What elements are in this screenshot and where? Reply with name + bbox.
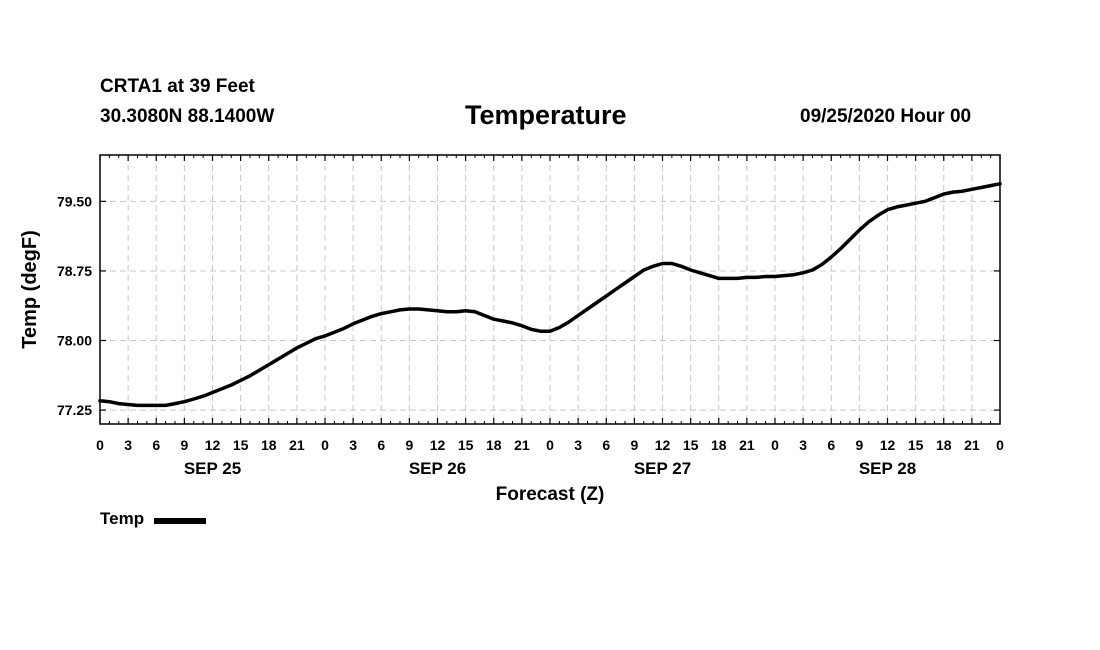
x-tick-label: 15 — [458, 437, 474, 453]
forecast-run-time: 09/25/2020 Hour 00 — [800, 106, 972, 127]
x-tick-label: 9 — [405, 437, 413, 453]
temp-series-line — [98, 182, 1002, 408]
x-tick-label: 9 — [630, 437, 638, 453]
x-tick-label: 9 — [180, 437, 188, 453]
x-tick-label: 0 — [996, 437, 1004, 453]
x-tick-label: 18 — [486, 437, 502, 453]
x-tick-label: 6 — [377, 437, 385, 453]
day-label: SEP 28 — [859, 459, 916, 478]
y-tick-label: 78.75 — [57, 263, 92, 279]
y-tick-label: 78.00 — [57, 333, 92, 349]
x-tick-label: 12 — [880, 437, 896, 453]
plot-frame — [99, 154, 1001, 425]
x-tick-label: 21 — [514, 437, 530, 453]
x-tick-label: 3 — [124, 437, 132, 453]
x-tick-label: 18 — [261, 437, 277, 453]
x-tick-label: 3 — [799, 437, 807, 453]
day-label: SEP 25 — [184, 459, 241, 478]
y-axis-title: Temp (degF) — [19, 230, 41, 349]
x-tick-label: 9 — [855, 437, 863, 453]
y-tick-label: 77.25 — [57, 402, 92, 418]
x-tick-label: 12 — [205, 437, 221, 453]
x-tick-label: 15 — [683, 437, 699, 453]
y-tick-label: 79.50 — [57, 193, 92, 209]
x-tick-label: 0 — [321, 437, 329, 453]
station-coordinates: 30.3080N 88.1400W — [100, 106, 275, 127]
day-label: SEP 26 — [409, 459, 466, 478]
chart-title: Temperature — [465, 100, 627, 130]
x-tick-label: 6 — [152, 437, 160, 453]
x-tick-label: 6 — [827, 437, 835, 453]
x-tick-label: 21 — [289, 437, 305, 453]
legend: Temp — [100, 509, 207, 529]
x-tick-label: 12 — [655, 437, 671, 453]
x-tick-label: 21 — [739, 437, 755, 453]
legend-line-swatch — [154, 517, 207, 524]
x-tick-label: 0 — [96, 437, 104, 453]
legend-label: Temp — [100, 509, 145, 528]
x-tick-label: 21 — [964, 437, 980, 453]
x-tick-label: 3 — [574, 437, 582, 453]
x-axis-title: Forecast (Z) — [496, 484, 605, 505]
day-label: SEP 27 — [634, 459, 691, 478]
x-tick-label: 18 — [936, 437, 952, 453]
x-tick-label: 15 — [233, 437, 249, 453]
station-label: CRTA1 at 39 Feet — [100, 76, 255, 97]
x-tick-label: 15 — [908, 437, 924, 453]
x-tick-label: 0 — [771, 437, 779, 453]
x-tick-label: 18 — [711, 437, 727, 453]
x-tick-label: 3 — [349, 437, 357, 453]
x-tick-label: 6 — [602, 437, 610, 453]
x-tick-label: 12 — [430, 437, 446, 453]
x-tick-label: 0 — [546, 437, 554, 453]
